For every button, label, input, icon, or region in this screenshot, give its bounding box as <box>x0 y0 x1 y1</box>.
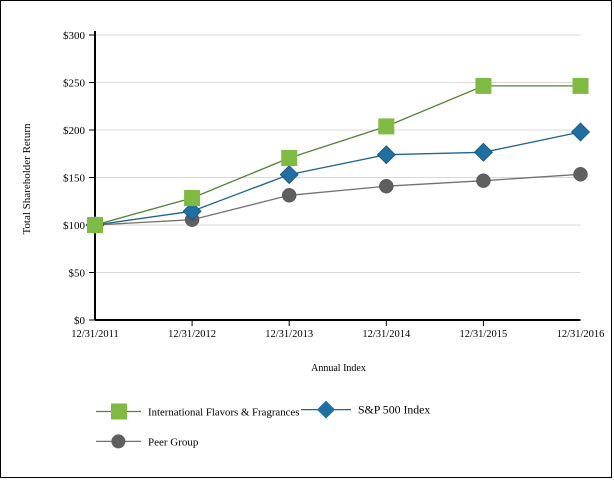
svg-text:$50: $50 <box>69 268 86 280</box>
svg-text:Annual Index: Annual Index <box>311 363 366 374</box>
svg-text:$150: $150 <box>63 173 86 185</box>
svg-text:International Flavors & Fragra: International Flavors & Fragrances <box>148 407 299 419</box>
svg-text:12/31/2015: 12/31/2015 <box>459 329 507 340</box>
svg-text:$100: $100 <box>63 220 86 232</box>
svg-text:$300: $300 <box>63 30 86 42</box>
svg-text:12/31/2016: 12/31/2016 <box>557 329 605 340</box>
svg-text:S&P 500 Index: S&P 500 Index <box>358 403 430 417</box>
svg-text:12/31/2012: 12/31/2012 <box>168 329 216 340</box>
svg-text:$250: $250 <box>63 78 86 90</box>
svg-text:Peer Group: Peer Group <box>148 437 199 449</box>
svg-text:$200: $200 <box>63 125 86 137</box>
svg-text:12/31/2014: 12/31/2014 <box>362 329 411 340</box>
svg-text:12/31/2013: 12/31/2013 <box>265 329 313 340</box>
svg-text:12/31/2011: 12/31/2011 <box>71 329 118 340</box>
svg-text:$0: $0 <box>74 315 86 327</box>
svg-text:Total Shareholder Return: Total Shareholder Return <box>21 123 33 235</box>
